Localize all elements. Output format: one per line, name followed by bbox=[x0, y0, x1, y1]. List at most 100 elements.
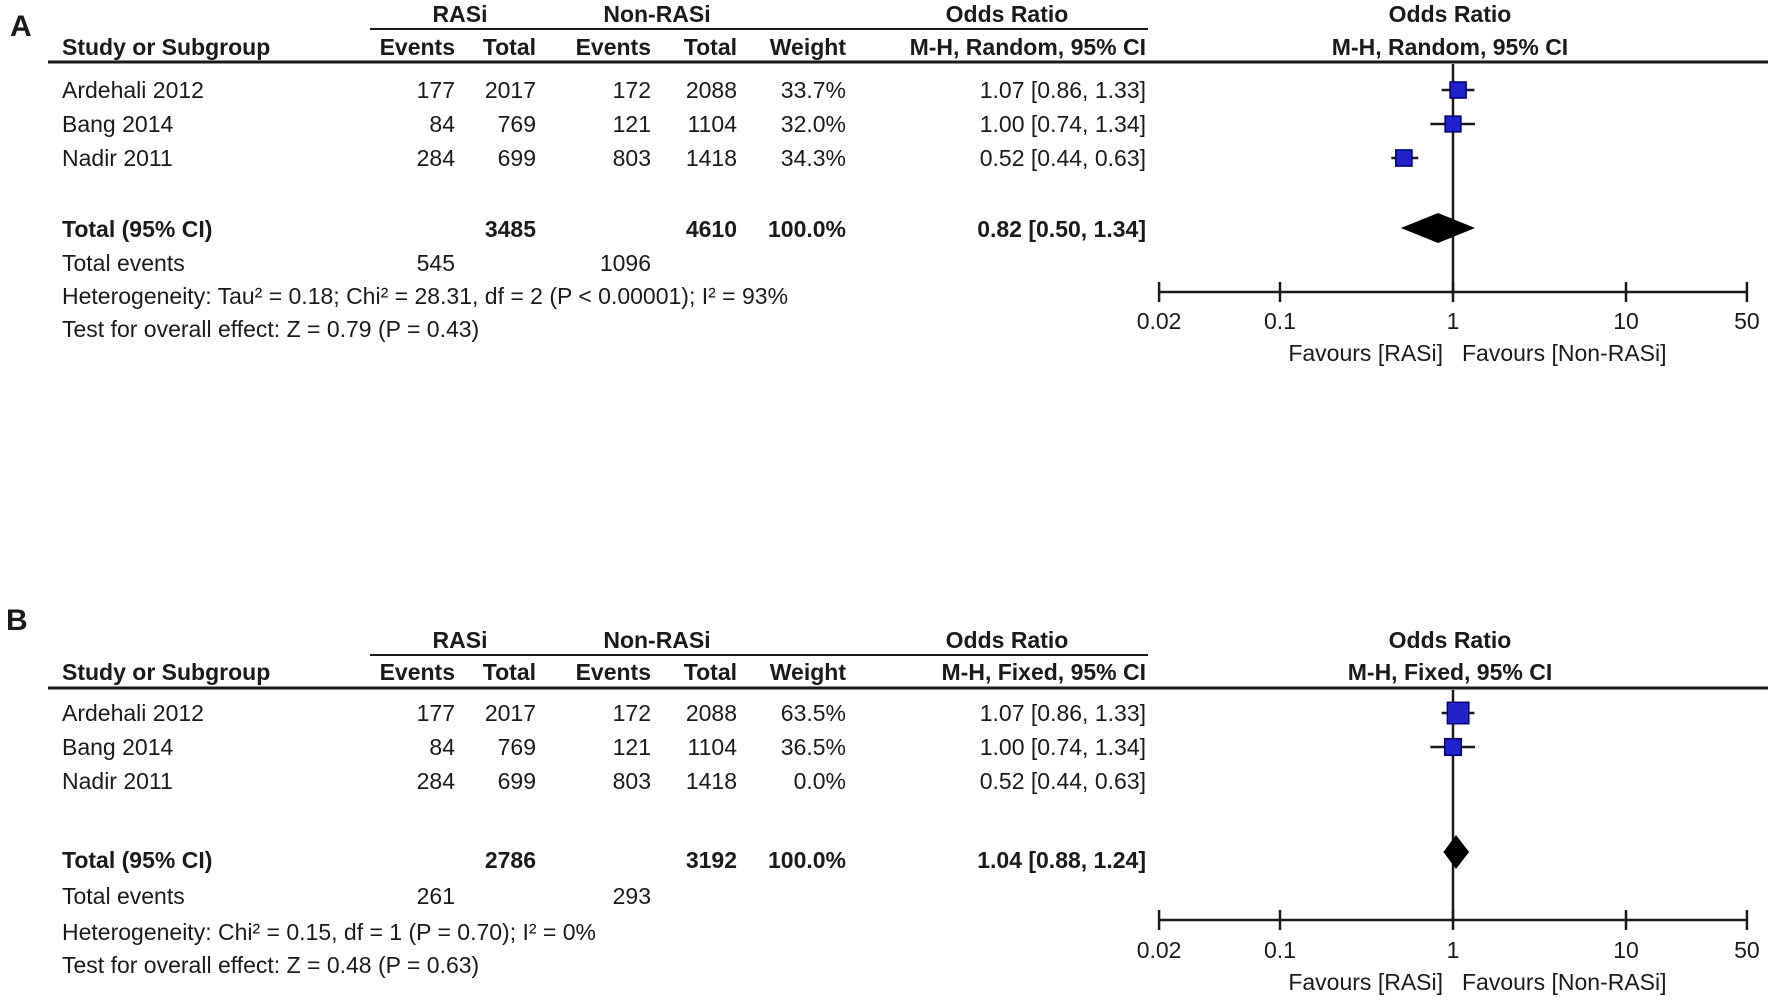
events1-column-header: Events bbox=[379, 34, 455, 60]
study-name: Nadir 2011 bbox=[62, 145, 173, 171]
favours-right-label: Favours [Non-RASi] bbox=[1462, 340, 1667, 366]
study-total2: 1418 bbox=[685, 145, 737, 171]
effect-column-header: M-H, Random, 95% CI bbox=[909, 34, 1146, 60]
odds-ratio-plot-header: Odds Ratio bbox=[1388, 627, 1512, 653]
group-header-control: Non-RASi bbox=[603, 627, 711, 653]
overall-effect-test-text: Test for overall effect: Z = 0.48 (P = 0… bbox=[62, 952, 480, 978]
total2-column-header: Total bbox=[683, 659, 737, 685]
panel-label: A bbox=[10, 10, 33, 43]
study-marker bbox=[1395, 149, 1413, 167]
favours-left-label: Favours [RASi] bbox=[1288, 340, 1443, 366]
study-events1: 177 bbox=[416, 700, 455, 726]
study-marker bbox=[1449, 81, 1467, 99]
favours-left-label: Favours [RASi] bbox=[1288, 969, 1443, 995]
total-row-weight: 100.0% bbox=[767, 216, 846, 242]
total-events-label: Total events bbox=[62, 250, 185, 276]
total-events-events2: 1096 bbox=[599, 250, 651, 276]
total-row-weight: 100.0% bbox=[767, 847, 846, 873]
study-weight: 32.0% bbox=[780, 111, 846, 137]
study-weight: 0.0% bbox=[793, 768, 846, 794]
study-name: Bang 2014 bbox=[62, 111, 174, 137]
axis-tick-label: 10 bbox=[1613, 937, 1639, 963]
study-effect-estimate: 1.07 [0.86, 1.33] bbox=[979, 700, 1146, 726]
study-events2: 172 bbox=[612, 77, 651, 103]
heterogeneity-text: Heterogeneity: Tau² = 0.18; Chi² = 28.31… bbox=[62, 283, 789, 309]
total-row-total2: 4610 bbox=[685, 216, 737, 242]
group-header-experimental: RASi bbox=[432, 1, 488, 27]
study-events1: 284 bbox=[416, 768, 455, 794]
study-total1: 2017 bbox=[484, 700, 536, 726]
study-weight: 33.7% bbox=[780, 77, 846, 103]
axis-tick-label: 1 bbox=[1446, 308, 1460, 334]
odds-ratio-plot-header: Odds Ratio bbox=[1388, 1, 1512, 27]
axis-tick-label: 0.1 bbox=[1264, 937, 1296, 963]
axis-tick-label: 0.1 bbox=[1264, 308, 1296, 334]
study-events1: 84 bbox=[429, 111, 455, 137]
study-column-header: Study or Subgroup bbox=[62, 659, 271, 685]
events2-column-header: Events bbox=[575, 34, 651, 60]
study-total1: 769 bbox=[497, 734, 536, 760]
study-events1: 84 bbox=[429, 734, 455, 760]
study-events1: 284 bbox=[416, 145, 455, 171]
study-weight: 36.5% bbox=[780, 734, 846, 760]
total1-column-header: Total bbox=[482, 34, 536, 60]
overall-effect-test-text: Test for overall effect: Z = 0.79 (P = 0… bbox=[62, 316, 480, 342]
total-events-label: Total events bbox=[62, 883, 185, 909]
group-header-experimental: RASi bbox=[432, 627, 488, 653]
total2-column-header: Total bbox=[683, 34, 737, 60]
study-column-header: Study or Subgroup bbox=[62, 34, 271, 60]
group-header-control: Non-RASi bbox=[603, 1, 711, 27]
odds-ratio-column-header: Odds Ratio bbox=[945, 627, 1069, 653]
study-events2: 803 bbox=[612, 768, 651, 794]
study-total2: 1104 bbox=[687, 734, 737, 760]
study-total1: 699 bbox=[497, 145, 536, 171]
study-events2: 121 bbox=[612, 111, 651, 137]
total-row-label: Total (95% CI) bbox=[62, 216, 213, 242]
axis-tick-label: 1 bbox=[1446, 937, 1460, 963]
heterogeneity-text: Heterogeneity: Chi² = 0.15, df = 1 (P = … bbox=[62, 919, 596, 945]
axis-tick-label: 50 bbox=[1734, 937, 1760, 963]
study-effect-estimate: 1.00 [0.74, 1.34] bbox=[979, 734, 1146, 760]
events1-column-header: Events bbox=[379, 659, 455, 685]
study-weight: 34.3% bbox=[780, 145, 846, 171]
axis-tick-label: 0.02 bbox=[1136, 308, 1182, 334]
effect-column-header: M-H, Fixed, 95% CI bbox=[941, 659, 1146, 685]
total-row-total2: 3192 bbox=[685, 847, 737, 873]
study-total1: 699 bbox=[497, 768, 536, 794]
total-events-events1: 545 bbox=[416, 250, 455, 276]
summary-diamond bbox=[1400, 213, 1475, 243]
total-events-events1: 261 bbox=[416, 883, 455, 909]
axis-tick-label: 10 bbox=[1613, 308, 1639, 334]
study-marker bbox=[1443, 737, 1463, 757]
study-effect-estimate: 1.07 [0.86, 1.33] bbox=[979, 77, 1146, 103]
study-total2: 2088 bbox=[685, 77, 737, 103]
study-marker bbox=[1446, 701, 1470, 725]
study-weight: 63.5% bbox=[780, 700, 846, 726]
study-name: Ardehali 2012 bbox=[62, 77, 204, 103]
study-events2: 172 bbox=[612, 700, 651, 726]
total-row-effect: 1.04 [0.88, 1.24] bbox=[977, 847, 1146, 873]
summary-diamond bbox=[1443, 835, 1470, 869]
axis-tick-label: 50 bbox=[1734, 308, 1760, 334]
study-name: Bang 2014 bbox=[62, 734, 174, 760]
study-name: Nadir 2011 bbox=[62, 768, 173, 794]
study-effect-estimate: 1.00 [0.74, 1.34] bbox=[979, 111, 1146, 137]
total-row-total1: 2786 bbox=[484, 847, 536, 873]
weight-column-header: Weight bbox=[769, 34, 846, 60]
total-row-total1: 3485 bbox=[484, 216, 536, 242]
total1-column-header: Total bbox=[482, 659, 536, 685]
study-events2: 121 bbox=[612, 734, 651, 760]
study-total2: 2088 bbox=[685, 700, 737, 726]
total-events-events2: 293 bbox=[612, 883, 651, 909]
odds-ratio-column-header: Odds Ratio bbox=[945, 1, 1069, 27]
effect-plot-header: M-H, Fixed, 95% CI bbox=[1347, 659, 1553, 685]
study-events2: 803 bbox=[612, 145, 651, 171]
study-name: Ardehali 2012 bbox=[62, 700, 204, 726]
weight-column-header: Weight bbox=[769, 659, 846, 685]
study-total2: 1418 bbox=[685, 768, 737, 794]
axis-tick-label: 0.02 bbox=[1136, 937, 1182, 963]
study-effect-estimate: 0.52 [0.44, 0.63] bbox=[979, 145, 1146, 171]
events2-column-header: Events bbox=[575, 659, 651, 685]
